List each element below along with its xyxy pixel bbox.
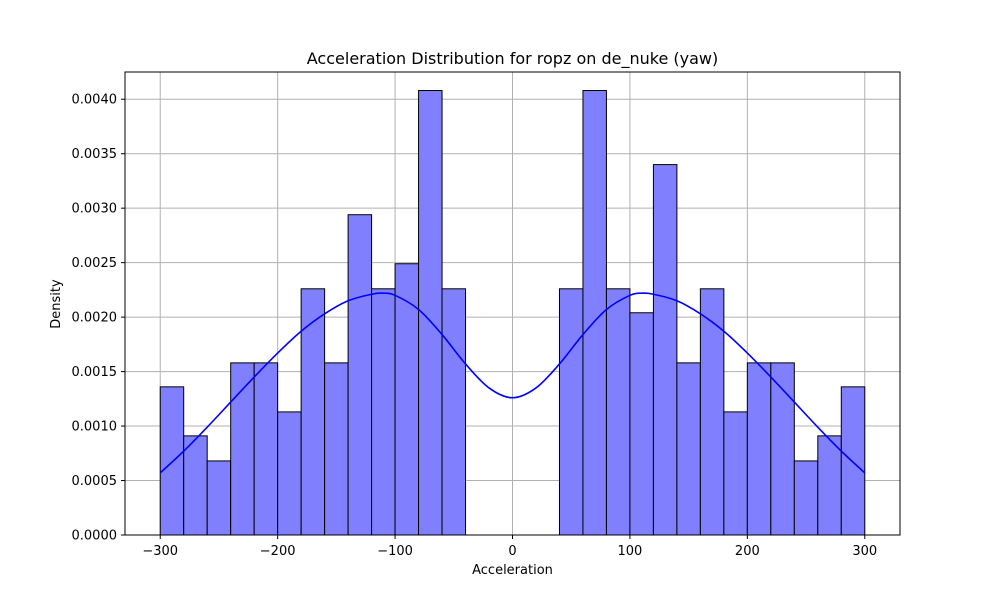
histogram-bar-12	[441, 288, 467, 536]
y-tick-label-1: 0.0005	[72, 474, 118, 489]
x-tick-label-0: −300	[142, 544, 178, 559]
chart-title: Acceleration Distribution for ropz on de…	[307, 49, 718, 69]
x-tick-label-3: 0	[508, 544, 516, 559]
kde-curve-group	[159, 292, 866, 474]
histogram-bar-17	[558, 288, 584, 536]
histogram-bar-23	[699, 288, 725, 536]
x-axis-label: Acceleration	[472, 563, 553, 578]
histogram-bar-6	[300, 288, 326, 536]
kde-line	[159, 292, 866, 474]
y-tick-label-8: 0.0040	[72, 93, 118, 108]
histogram-bar-1	[183, 435, 208, 536]
x-tick-label-6: 300	[852, 544, 877, 559]
histogram-bar-10	[394, 263, 420, 536]
histogram-bar-7	[324, 362, 349, 536]
histogram-bar-2	[206, 460, 232, 536]
histogram-bars	[159, 90, 866, 536]
y-tick-label-0: 0.0000	[72, 529, 118, 544]
histogram-bar-21	[652, 164, 678, 536]
y-tick-label-2: 0.0010	[72, 420, 118, 435]
histogram-bar-28	[817, 435, 842, 536]
histogram-bar-9	[371, 288, 396, 536]
x-tick-label-2: −100	[377, 544, 413, 559]
histogram-bar-25	[746, 362, 772, 536]
x-tick-label-4: 100	[618, 544, 643, 559]
x-tick-label-1: −200	[260, 544, 296, 559]
y-tick-label-5: 0.0025	[72, 256, 118, 271]
histogram-bar-4	[253, 362, 279, 536]
y-axis-label: Density	[49, 279, 64, 329]
histogram-bar-20	[629, 312, 654, 536]
y-tick-label-6: 0.0030	[72, 202, 118, 217]
histogram-bar-27	[793, 460, 819, 536]
histogram-bar-8	[347, 214, 373, 536]
y-tick-label-3: 0.0015	[72, 365, 118, 380]
histogram-bar-19	[605, 288, 631, 536]
histogram-bar-29	[840, 386, 866, 536]
histogram-bar-24	[723, 411, 748, 536]
y-axis-ticks: 0.0000 0.0005 0.0010 0.0015 0.0020 0.0025 0.00…	[72, 93, 125, 544]
y-tick-label-7: 0.0035	[72, 147, 118, 162]
x-tick-label-5: 200	[735, 544, 760, 559]
y-tick-label-4: 0.0020	[72, 311, 118, 326]
x-axis-ticks: −300 −200 −100 0 100 200 300	[142, 535, 877, 559]
histogram-bar-5	[277, 411, 302, 536]
histogram-bar-0	[159, 386, 185, 536]
histogram-bar-22	[676, 362, 701, 536]
